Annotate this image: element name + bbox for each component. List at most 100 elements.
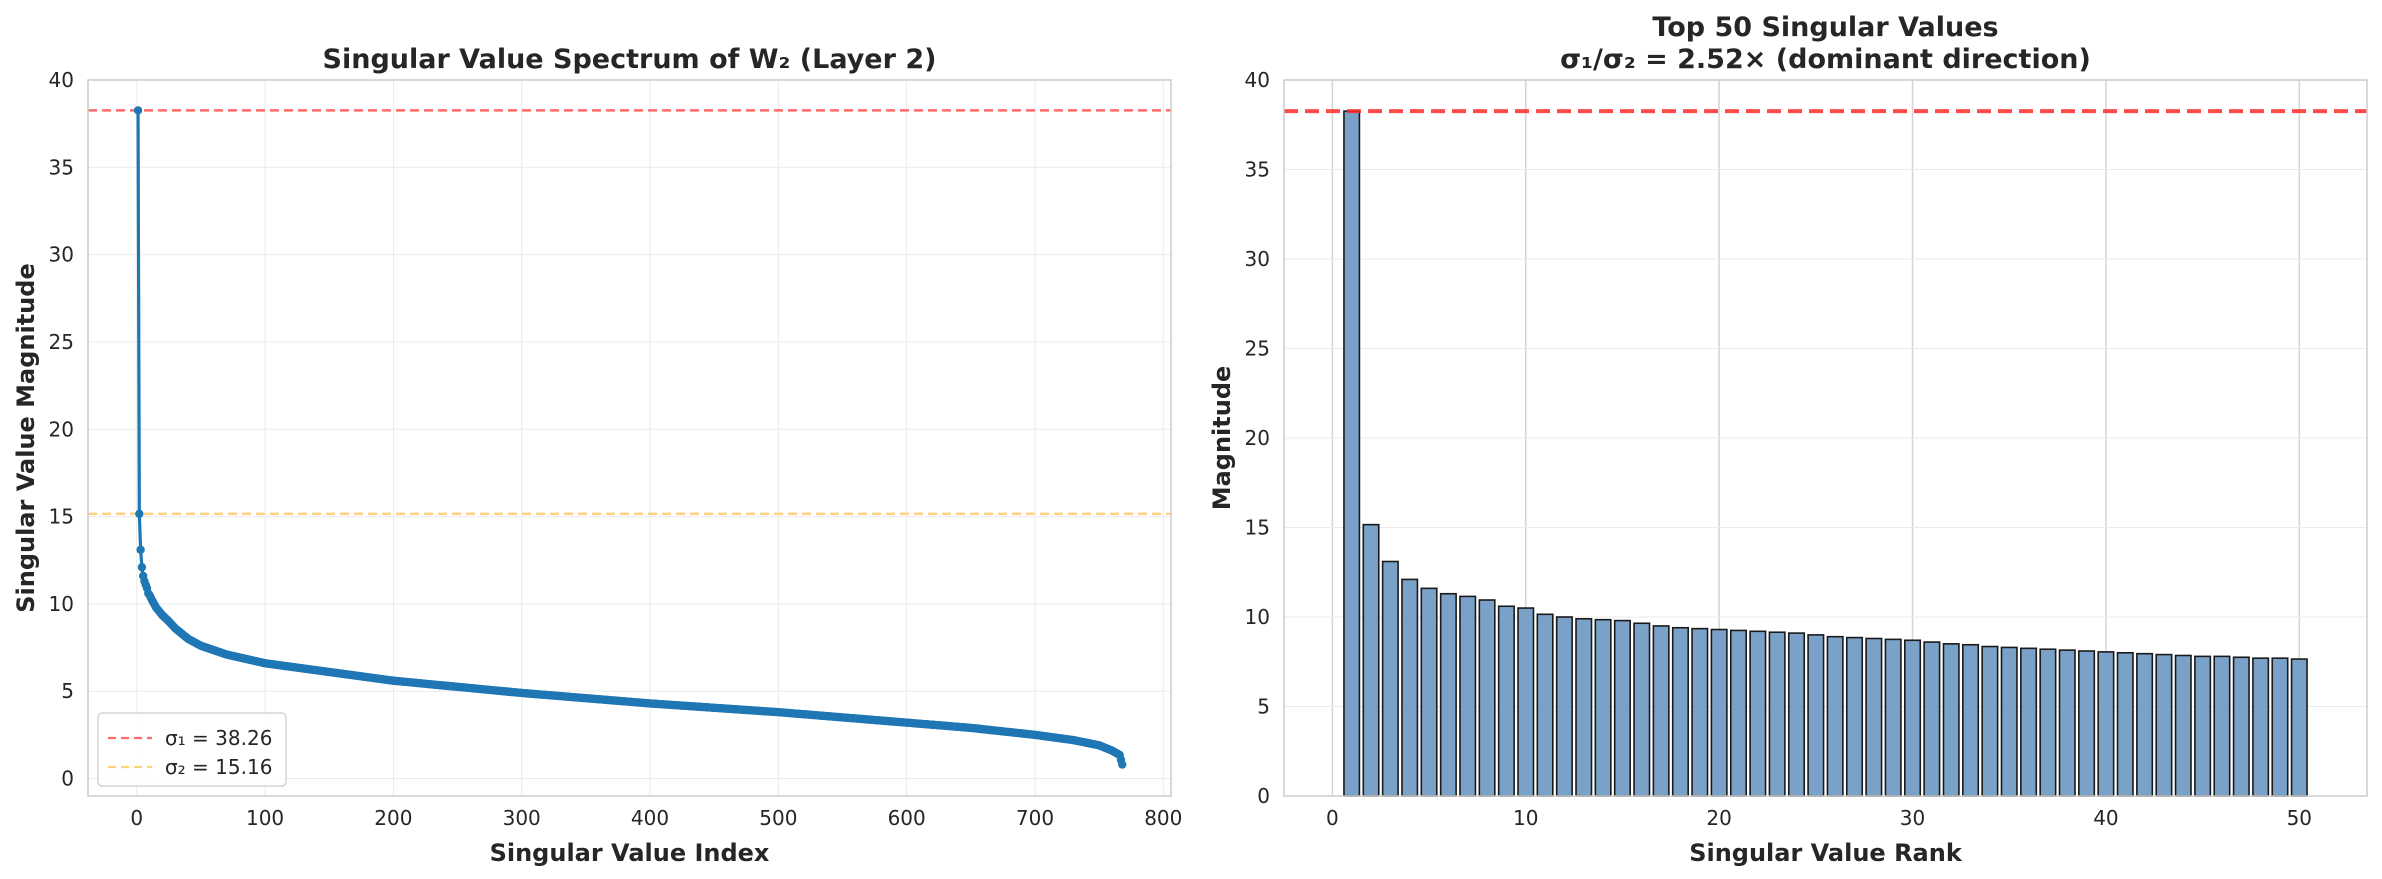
- bar: [1536, 613, 1554, 797]
- y-tick-label: 10: [49, 592, 74, 616]
- right-y-axis-label: Magnitude: [1208, 366, 1236, 511]
- bar: [1826, 635, 1844, 797]
- x-tick-label: 600: [888, 806, 926, 830]
- bar: [2058, 649, 2076, 797]
- bar: [1478, 599, 1496, 797]
- bar: [1845, 636, 1864, 797]
- bar: [2097, 651, 2115, 797]
- bar: [1903, 639, 1922, 797]
- bar: [1729, 629, 1748, 797]
- spectrum-point: [137, 563, 147, 572]
- y-tick-label: 20: [1245, 426, 1270, 450]
- bar: [1865, 637, 1883, 797]
- y-tick-label: 35: [1245, 158, 1270, 182]
- y-tick-label: 10: [1245, 605, 1270, 629]
- x-tick-label: 40: [2093, 806, 2118, 830]
- y-tick-label: 40: [49, 68, 74, 92]
- x-tick-label: 700: [1016, 806, 1054, 830]
- bar: [1555, 616, 1573, 797]
- right-chart-subtitle: σ₁/σ₂ = 2.52× (dominant direction): [1560, 44, 2091, 75]
- bar: [2252, 657, 2270, 797]
- bar: [1962, 643, 1980, 797]
- left-series: [133, 106, 1127, 769]
- bar: [1749, 630, 1767, 797]
- y-tick-label: 0: [1257, 784, 1270, 808]
- y-tick-label: 30: [1245, 247, 1270, 271]
- x-tick-label: 300: [503, 806, 541, 830]
- legend-box: [97, 712, 287, 787]
- bar: [2290, 658, 2308, 797]
- bar: [1362, 523, 1380, 797]
- bar: [2039, 648, 2057, 797]
- bar: [1594, 618, 1612, 797]
- bar: [1942, 643, 1960, 797]
- x-tick-label: 50: [2287, 806, 2312, 830]
- right-x-ticks: 0 10 20 30 40 50: [1326, 806, 2312, 830]
- bar: [1517, 607, 1535, 797]
- bar: [1807, 634, 1825, 797]
- left-chart: 0 100 200 300 400 500 600 700 800 0 5 10 15 20 25 30 35…: [12, 44, 1182, 867]
- right-chart: 0 10 20 30 40 50 0 5 10 15 20 25 30 35 40 Top 50 Sing…: [1208, 12, 2368, 867]
- bar: [2116, 651, 2134, 797]
- bar: [1768, 631, 1786, 797]
- bar: [1401, 578, 1419, 797]
- x-tick-label: 20: [1706, 806, 1731, 830]
- right-bars: [1343, 110, 2308, 797]
- y-tick-label: 25: [1245, 337, 1270, 361]
- bar: [1923, 641, 1941, 797]
- bar: [1439, 592, 1457, 797]
- spectrum-point: [1118, 760, 1127, 769]
- bar: [1497, 605, 1515, 797]
- bar: [1691, 627, 1709, 797]
- y-tick-label: 15: [1245, 516, 1270, 540]
- x-tick-label: 0: [1326, 806, 1339, 830]
- bar: [1613, 619, 1631, 797]
- bar: [1981, 645, 1999, 797]
- legend-label-sigma2: σ₂ = 15.16: [165, 755, 272, 779]
- x-tick-label: 10: [1513, 806, 1538, 830]
- y-tick-label: 15: [49, 505, 74, 529]
- y-tick-label: 30: [49, 243, 74, 267]
- bar: [1459, 595, 1477, 797]
- bar: [1381, 560, 1399, 797]
- spectrum-point: [135, 509, 144, 518]
- bar: [2232, 656, 2250, 797]
- bar: [2194, 655, 2212, 797]
- y-tick-label: 35: [49, 155, 74, 179]
- bar: [1575, 617, 1593, 797]
- left-y-axis-label: Singular Value Magnitude: [12, 263, 40, 612]
- x-tick-label: 800: [1144, 806, 1182, 830]
- y-tick-label: 40: [1245, 68, 1270, 92]
- left-chart-title: Singular Value Spectrum of W₂ (Layer 2): [323, 44, 937, 75]
- bar: [1884, 638, 1902, 797]
- bar: [1671, 626, 1689, 797]
- left-legend: σ₁ = 38.26 σ₂ = 15.16: [97, 712, 287, 787]
- bar: [1420, 587, 1438, 797]
- bar: [2271, 657, 2289, 797]
- left-gridlines: [88, 79, 1171, 796]
- x-tick-label: 400: [631, 806, 669, 830]
- legend-label-sigma1: σ₁ = 38.26: [165, 726, 272, 750]
- y-tick-label: 5: [1257, 695, 1270, 719]
- right-y-ticks: 0 5 10 15 20 25 30 35 40: [1245, 68, 1270, 808]
- bar: [2078, 650, 2096, 797]
- x-tick-label: 200: [374, 806, 412, 830]
- bar: [1710, 628, 1728, 797]
- bar: [1652, 625, 1670, 797]
- y-tick-label: 25: [49, 330, 74, 354]
- right-x-axis-label: Singular Value Rank: [1689, 839, 1963, 867]
- bar: [1787, 632, 1806, 797]
- bar: [1343, 110, 1361, 797]
- bar: [2000, 646, 2018, 797]
- x-tick-label: 30: [1900, 806, 1925, 830]
- right-chart-title: Top 50 Singular Values: [1652, 12, 1998, 43]
- bar: [2213, 655, 2231, 797]
- left-plot-frame: [87, 79, 1172, 797]
- bar: [1633, 622, 1651, 797]
- spectrum-point: [133, 106, 143, 115]
- bar: [2020, 647, 2038, 797]
- y-tick-label: 0: [61, 767, 74, 791]
- x-tick-label: 0: [130, 806, 143, 830]
- left-reference-lines: [88, 109, 1171, 515]
